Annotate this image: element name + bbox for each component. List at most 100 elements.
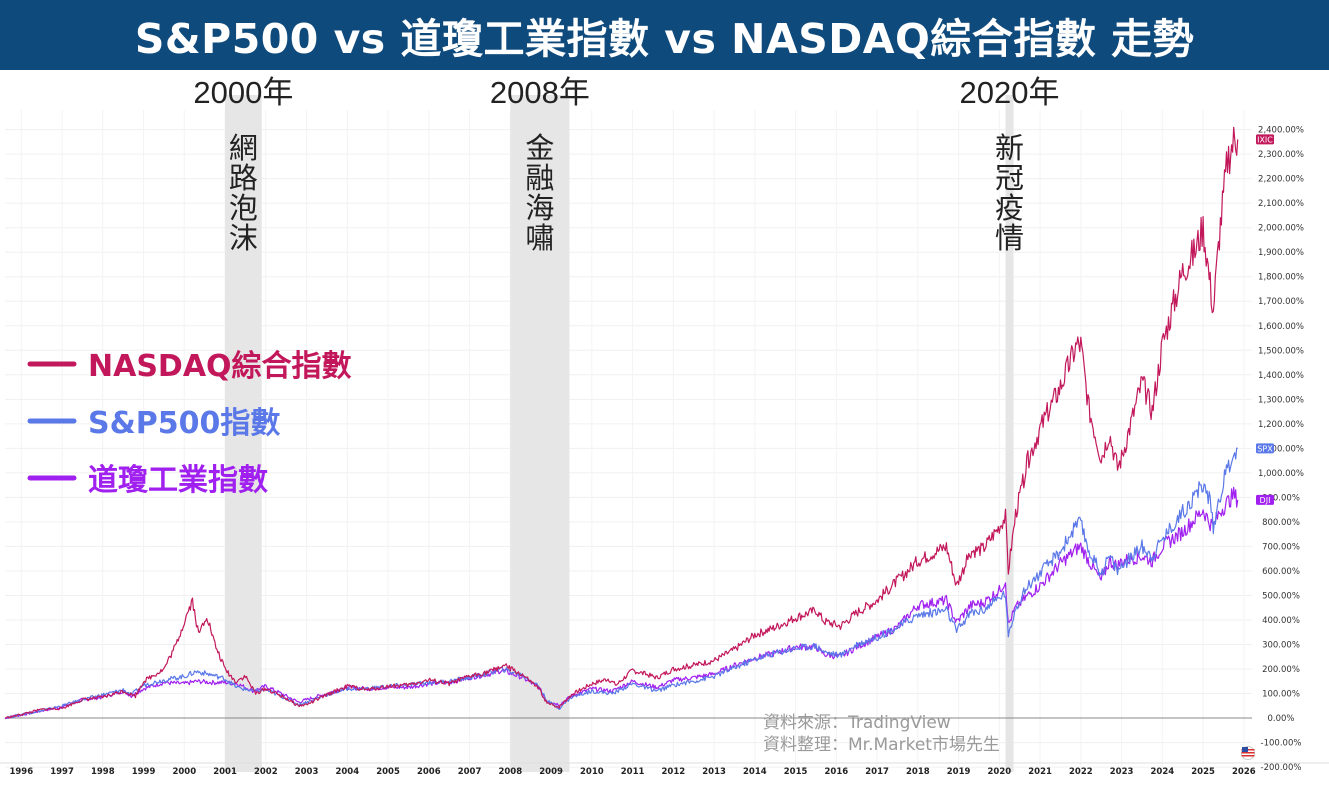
y-tick-label: 800.00% <box>1262 518 1300 528</box>
y-tick-label: 1,700.00% <box>1258 297 1304 307</box>
event-band-0 <box>225 95 262 772</box>
x-tick-label: 2006 <box>417 767 441 777</box>
chart-title: S&P500 vs 道瓊工業指數 vs NASDAQ綜合指數 走勢 <box>134 15 1195 63</box>
y-tick-label: 700.00% <box>1262 542 1300 552</box>
event-label-0-2: 泡 <box>229 191 258 225</box>
y-tick-label: 1,800.00% <box>1258 273 1304 283</box>
event-label-0-1: 路 <box>229 161 258 195</box>
event-label-1-2: 海 <box>525 191 554 225</box>
x-tick-label: 1999 <box>132 767 156 777</box>
series-tag-text: IXIC <box>1257 135 1273 144</box>
event-band-2 <box>1005 95 1014 772</box>
x-tick-label: 2012 <box>661 767 685 777</box>
x-tick-label: 2024 <box>1151 767 1175 777</box>
y-tick-label: 1,300.00% <box>1258 395 1304 405</box>
y-tick-label: 100.00% <box>1262 690 1300 700</box>
y-tick-label: -100.00% <box>1261 739 1302 749</box>
y-tick-label: 600.00% <box>1262 567 1300 577</box>
legend-label: S&P500指數 <box>88 406 280 441</box>
legend-item-dow: 道瓊工業指數 <box>27 463 268 498</box>
x-axis: 1996 1997 1998 1999 2000 2001 2002 2003 2004 2005… <box>0 762 1329 777</box>
x-tick-label: 2008 <box>498 767 522 777</box>
y-tick-label: 1,500.00% <box>1258 346 1304 356</box>
x-tick-label: 2010 <box>580 767 604 777</box>
x-tick-label: 2001 <box>213 767 237 777</box>
x-tick-label: 1997 <box>50 767 74 777</box>
x-tick-label: 2013 <box>702 767 726 777</box>
x-tick-label: 2026 <box>1232 767 1256 777</box>
series-line-sp500 <box>4 447 1238 720</box>
series-tag-text: SPX <box>1257 444 1273 453</box>
y-tick-label: 300.00% <box>1262 641 1300 651</box>
source-credit: 資料來源：TradingView 資料整理：Mr.Market市場先生 <box>763 713 1000 755</box>
x-tick-label: 2020 <box>988 767 1012 777</box>
source-line-2: 資料整理：Mr.Market市場先生 <box>763 735 1000 755</box>
series-tag-dow: DJI <box>1256 494 1274 505</box>
series-tag-sp500: SPX <box>1256 443 1274 454</box>
x-tick-label: 2015 <box>784 767 808 777</box>
x-tick-label: 2003 <box>295 767 319 777</box>
legend-item-sp500: S&P500指數 <box>27 406 280 441</box>
event-label-2-1: 冠 <box>995 161 1024 195</box>
y-tick-label: 500.00% <box>1262 591 1300 601</box>
event-label-2-2: 疫 <box>995 191 1024 225</box>
x-tick-label: 2021 <box>1028 767 1052 777</box>
x-tick-label: 2014 <box>743 767 767 777</box>
y-tick-label: 1,100.00% <box>1258 444 1304 454</box>
y-tick-label: 1,200.00% <box>1258 420 1304 430</box>
series-lines <box>4 126 1239 720</box>
x-tick-label: 2000 <box>172 767 196 777</box>
event-shades <box>225 95 1014 772</box>
x-tick-label: 2017 <box>865 767 889 777</box>
series-tag-nasdaq: IXIC <box>1256 134 1274 145</box>
event-label-1-0: 金 <box>525 131 554 165</box>
y-tick-label: 2,300.00% <box>1258 150 1304 160</box>
x-tick-label: 2011 <box>621 767 645 777</box>
event-label-0-0: 網 <box>229 131 258 165</box>
y-tick-label: 2,100.00% <box>1258 199 1304 209</box>
series-tag-text: DJI <box>1260 496 1271 505</box>
x-tick-label: 2002 <box>254 767 278 777</box>
y-tick-label: 1,600.00% <box>1258 322 1304 332</box>
event-band-1 <box>510 95 570 772</box>
y-tick-label: 2,200.00% <box>1258 175 1304 185</box>
x-tick-label: 2009 <box>539 767 563 777</box>
y-tick-label: 1,000.00% <box>1258 469 1304 479</box>
y-tick-label: 1,900.00% <box>1258 248 1304 258</box>
y-tick-label: 1,400.00% <box>1258 371 1304 381</box>
y-tick-label: 400.00% <box>1262 616 1300 626</box>
event-label-1-3: 嘯 <box>525 221 554 255</box>
y-tick-label: 900.00% <box>1262 493 1300 503</box>
y-tick-label: 200.00% <box>1262 665 1300 675</box>
event-label-2-3: 情 <box>995 221 1024 255</box>
x-tick-label: 2023 <box>1110 767 1134 777</box>
event-label-1-1: 融 <box>525 161 554 195</box>
event-label-0-3: 沫 <box>229 221 258 255</box>
event-label-2-0: 新 <box>995 131 1024 165</box>
x-tick-label: 2018 <box>906 767 930 777</box>
y-axis: -200.00% -100.00% 0.00% 100.00% 200.00% 300.0… <box>1258 126 1304 773</box>
x-tick-label: 2016 <box>824 767 848 777</box>
event-year-1: 2008年 <box>490 75 590 110</box>
source-line-1: 資料來源：TradingView <box>763 713 951 733</box>
y-tick-label: 2,400.00% <box>1258 126 1304 136</box>
gridlines <box>5 110 1252 772</box>
legend-item-nasdaq: NASDAQ綜合指數 <box>27 349 352 384</box>
series-tags: IXIC SPX DJI <box>1256 134 1274 505</box>
x-tick-label: 2025 <box>1191 767 1215 777</box>
x-tick-label: 1996 <box>9 767 33 777</box>
x-tick-label: 2005 <box>376 767 400 777</box>
event-year-2: 2020年 <box>960 75 1060 110</box>
y-tick-label: 0.00% <box>1267 714 1294 724</box>
x-tick-label: 2022 <box>1069 767 1093 777</box>
y-tick-label: -200.00% <box>1261 763 1302 773</box>
series-line-nasdaq <box>4 126 1239 719</box>
x-tick-label: 1998 <box>91 767 115 777</box>
legend-label: NASDAQ綜合指數 <box>88 349 352 384</box>
y-tick-label: 2,000.00% <box>1258 224 1304 234</box>
event-year-0: 2000年 <box>193 75 293 110</box>
x-tick-label: 2004 <box>335 767 359 777</box>
x-tick-label: 2007 <box>458 767 482 777</box>
